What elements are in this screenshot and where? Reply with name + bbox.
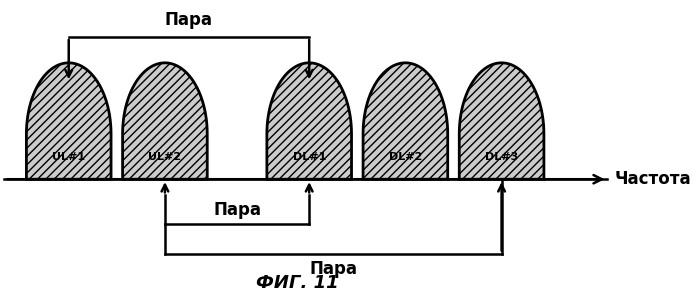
Text: UL#1: UL#1 [52, 151, 85, 162]
Text: DL#1: DL#1 [292, 151, 326, 162]
Text: Пара: Пара [165, 11, 213, 29]
Text: ФИГ. 11: ФИГ. 11 [256, 274, 338, 292]
PathPatch shape [459, 63, 544, 179]
Text: Пара: Пара [309, 260, 357, 278]
Text: Пара: Пара [213, 201, 261, 219]
PathPatch shape [122, 63, 207, 179]
Text: DL#2: DL#2 [389, 151, 422, 162]
Text: DL#3: DL#3 [485, 151, 518, 162]
PathPatch shape [267, 63, 352, 179]
PathPatch shape [27, 63, 111, 179]
PathPatch shape [363, 63, 448, 179]
Text: UL#2: UL#2 [148, 151, 182, 162]
Text: Частота: Частота [615, 170, 692, 188]
